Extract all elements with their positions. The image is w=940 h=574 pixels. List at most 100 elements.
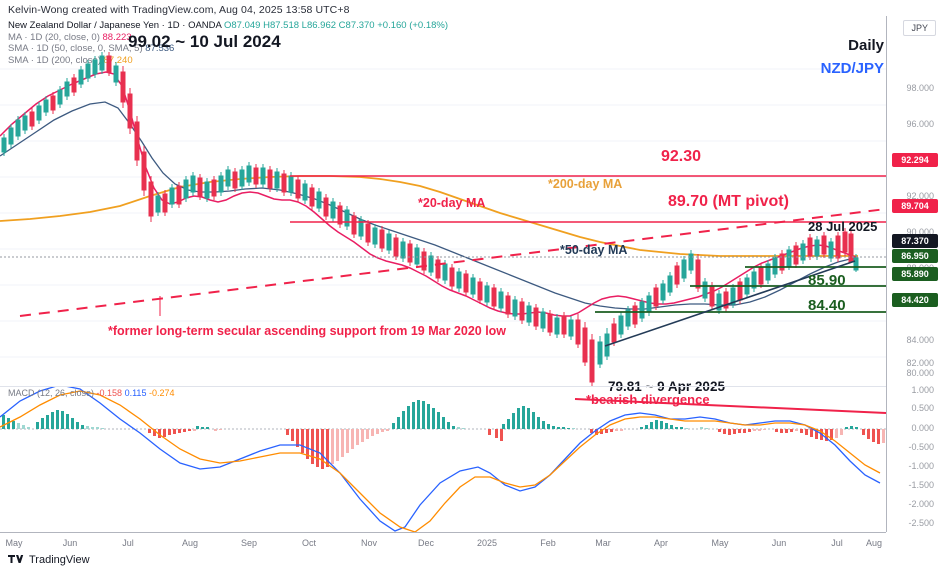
tradingview-brand-text: TradingView <box>29 554 90 566</box>
legend-ma50-row[interactable]: SMA · 1D (50, close, 0, SMA, 5) 87.536 <box>8 43 448 55</box>
legend-ma200-name: SMA · 1D (200, close) <box>8 54 101 66</box>
price-tick-4: 90.000 <box>906 227 934 237</box>
annotation-support-8440: 84.40 <box>808 297 846 314</box>
price-label-8695: 86.950 <box>892 249 938 263</box>
macd-legend-name: MACD (12, 26, close) <box>8 388 95 398</box>
legend-change: +0.160 (+0.18%) <box>377 20 449 31</box>
legend-high-value: 87.518 <box>269 20 300 31</box>
ma200-line <box>0 175 858 257</box>
tradingview-footer[interactable]: TradingView <box>8 554 90 566</box>
macd-tick-7: -2.500 <box>908 518 934 528</box>
price-tick-8: 82.000 <box>906 358 934 368</box>
annotation-swing-high: 99.02 ~ 10 Jul 2024 <box>128 32 281 51</box>
macd-tick-1: 0.500 <box>911 403 934 413</box>
time-tick-8: 2025 <box>476 538 498 548</box>
macd-histogram-positive-fading <box>17 423 708 429</box>
legend-close-label: C <box>338 20 346 31</box>
legend-ma20-name: MA · 1D (20, close, 0) <box>8 31 100 43</box>
legend-symbol-row[interactable]: New Zealand Dollar / Japanese Yen · 1D ·… <box>8 20 448 32</box>
legend-ma20-value: 88.223 <box>102 31 132 43</box>
secular-support-trendline[interactable] <box>19 208 886 317</box>
gridlines <box>0 68 886 358</box>
macd-tick-6: -2.000 <box>908 499 934 509</box>
macd-tick-5: -1.500 <box>908 480 934 490</box>
tradingview-logo-icon <box>8 554 24 566</box>
macd-histogram-negative <box>148 429 880 469</box>
chart-legend: New Zealand Dollar / Japanese Yen · 1D ·… <box>8 20 448 66</box>
time-tick-12: May <box>711 538 729 548</box>
legend-open-value: 87.049 <box>231 20 261 31</box>
price-tick-1: 96.000 <box>906 119 934 129</box>
price-tick-0: 98.000 <box>906 83 934 93</box>
legend-low-value: 86.962 <box>306 20 337 31</box>
annotation-ma200-label: *200-day MA <box>548 177 623 191</box>
annotation-secular-support: *former long-term secular ascending supp… <box>108 324 507 338</box>
price-label-8440: 84.420 <box>892 293 938 307</box>
time-tick-4: Sep <box>240 538 258 548</box>
annotation-date-28jul: 28 Jul 2025 <box>808 219 878 234</box>
macd-line <box>0 387 881 532</box>
candlestick-series <box>1 52 859 386</box>
time-tick-14: Jul <box>831 538 843 548</box>
time-tick-5: Oct <box>301 538 317 548</box>
time-tick-6: Nov <box>360 538 378 548</box>
time-scale[interactable]: May Jun Jul Aug Sep Oct Nov Dec 2025 Feb… <box>0 532 886 554</box>
timeframe-label: Daily <box>848 37 884 54</box>
price-label-8970: 89.704 <box>892 199 938 213</box>
tv-mark-svg <box>8 554 24 563</box>
legend-symbol: New Zealand Dollar / Japanese Yen · 1D ·… <box>8 20 222 31</box>
symbol-label: NZD/JPY <box>820 60 884 77</box>
macd-signal-line <box>0 390 881 533</box>
legend-ma50-name: SMA · 1D (50, close, 0, SMA, 5) <box>8 43 143 55</box>
macd-histogram-negative-fading <box>193 429 885 464</box>
macd-pane[interactable]: MACD (12, 26, close) -0.158 0.115 -0.274… <box>0 386 886 533</box>
legend-low-label: L <box>301 20 307 31</box>
time-tick-9: Feb <box>540 538 556 548</box>
macd-legend-value-2: 0.115 <box>124 388 147 398</box>
macd-histogram-positive <box>2 400 858 429</box>
macd-svg <box>0 387 886 533</box>
annotation-pivot-8970: 89.70 (MT pivot) <box>668 193 789 210</box>
time-tick-1: Jun <box>62 538 78 548</box>
annotation-support-8590: 85.90 <box>808 272 846 289</box>
price-chart-pane[interactable]: 92.30 89.70 (MT pivot) *200-day MA *20-d… <box>0 16 886 394</box>
legend-ma200-value: 87.240 <box>103 54 133 66</box>
time-tick-11: Apr <box>653 538 669 548</box>
macd-legend[interactable]: MACD (12, 26, close) -0.158 0.115 -0.274 <box>8 388 175 398</box>
time-tick-3: Aug <box>181 538 199 548</box>
ascending-wedge-line[interactable] <box>604 260 856 347</box>
legend-ma50-value: 87.536 <box>145 43 175 55</box>
price-scale[interactable]: JPY 98.000 96.000 94.000 92.000 90.000 8… <box>886 16 940 394</box>
time-tick-10: Mar <box>595 538 611 548</box>
annotation-ma50-label: *50-day MA <box>560 243 628 257</box>
time-tick-0: May <box>5 538 23 548</box>
annotation-ma20-label: *20-day MA <box>418 196 486 210</box>
time-tick-2: Jul <box>122 538 134 548</box>
macd-tick-2: 0.000 <box>911 423 934 433</box>
macd-tick-0: 1.000 <box>911 385 934 395</box>
price-tick-3: 92.000 <box>906 191 934 201</box>
price-label-8590: 85.890 <box>892 267 938 281</box>
currency-unit-badge: JPY <box>903 20 936 36</box>
macd-legend-value-3: -0.274 <box>148 388 175 398</box>
macd-legend-value-1: -0.158 <box>96 388 123 398</box>
legend-ma200-row[interactable]: SMA · 1D (200, close) 87.240 <box>8 55 448 67</box>
time-tick-13: Jun <box>771 538 787 548</box>
legend-open-label: O <box>223 20 232 31</box>
price-label-9230: 92.294 <box>892 153 938 167</box>
price-label-current: 87.370 <box>892 234 938 248</box>
attribution-text: Kelvin-Wong created with TradingView.com… <box>8 4 350 16</box>
macd-scale[interactable]: 1.000 0.500 0.000 -0.500 -1.000 -1.500 -… <box>886 385 940 532</box>
legend-ma20-row[interactable]: MA · 1D (20, close, 0) 88.223 <box>8 32 448 44</box>
price-tick-9: 80.000 <box>906 368 934 378</box>
annotation-resistance-9230: 92.30 <box>661 148 702 165</box>
time-tick-7: Dec <box>417 538 435 548</box>
annotation-bearish-divergence: *bearish divergence <box>586 392 710 407</box>
time-tick-15: Aug <box>865 538 883 548</box>
price-tick-7: 84.000 <box>906 335 934 345</box>
macd-tick-4: -1.000 <box>908 461 934 471</box>
price-chart-svg <box>0 52 886 386</box>
bearish-divergence-line[interactable] <box>574 398 886 414</box>
macd-tick-3: -0.500 <box>908 442 934 452</box>
